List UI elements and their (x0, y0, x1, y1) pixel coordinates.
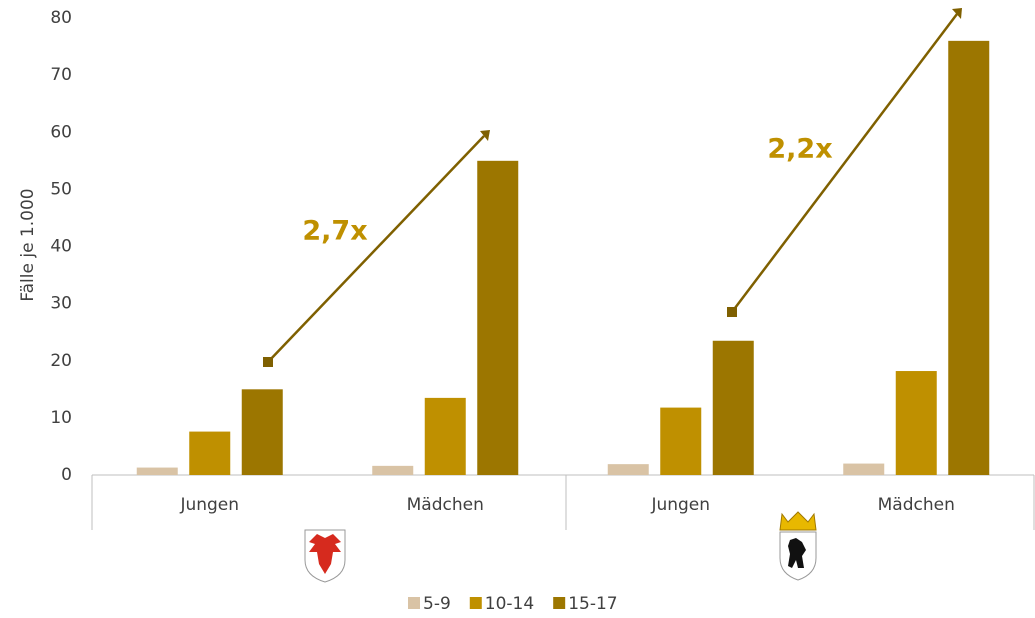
bar (189, 431, 231, 475)
bar (424, 397, 466, 475)
y-tick-label: 60 (50, 122, 72, 142)
y-tick-label: 40 (50, 237, 72, 257)
x-tick-label: Jungen (650, 495, 710, 515)
y-tick-label: 80 (50, 8, 72, 28)
legend-label: 10-14 (485, 594, 534, 614)
bar (136, 467, 178, 475)
brandenburg-coat-of-arms (304, 529, 346, 583)
y-tick-label: 10 (50, 408, 72, 428)
bar (712, 340, 754, 475)
bar (660, 407, 702, 475)
y-tick-label: 70 (50, 65, 72, 85)
annotation: 2,7x (302, 216, 367, 247)
bar (895, 371, 937, 475)
bar (372, 465, 414, 475)
bar (607, 464, 649, 475)
berlin-coat-of-arms (779, 511, 817, 581)
legend-swatch (553, 597, 566, 609)
y-tick-label: 0 (61, 465, 72, 485)
x-tick-label: Jungen (179, 495, 239, 515)
x-tick-label: Mädchen (878, 495, 955, 515)
legend-label: 15-17 (568, 594, 617, 614)
bar (843, 463, 885, 475)
legend-label: 5-9 (423, 594, 451, 614)
y-tick-label: 30 (50, 294, 72, 314)
trend-arrow (263, 8, 962, 367)
legend-swatch (408, 597, 420, 609)
bar (948, 40, 990, 475)
y-tick-label: 50 (50, 179, 72, 199)
x-tick-label: Mädchen (407, 495, 484, 515)
annotation: 2,2x (767, 134, 832, 165)
legend-swatch (469, 597, 482, 609)
y-tick-label: 20 (50, 351, 72, 371)
bar (241, 389, 283, 475)
y-axis-label: Fälle je 1.000 (18, 188, 38, 301)
bar (477, 160, 519, 475)
